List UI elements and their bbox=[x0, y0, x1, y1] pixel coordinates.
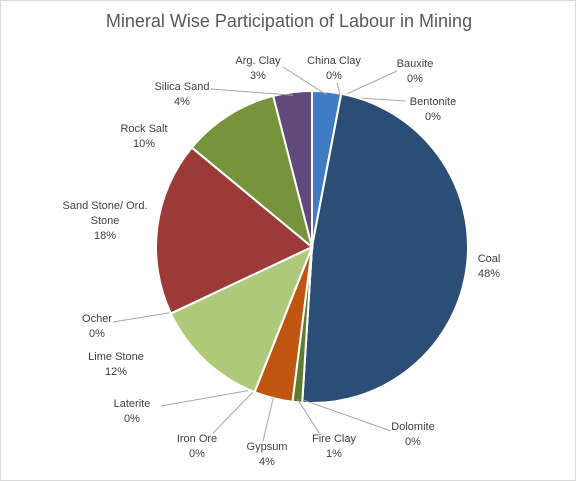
data-label: Ocher 0% bbox=[72, 312, 122, 342]
category-label: China Clay bbox=[307, 55, 361, 67]
data-label: Lime Stone 12% bbox=[81, 350, 151, 380]
data-label: Rock Salt 10% bbox=[109, 122, 179, 152]
value-label: 18% bbox=[93, 230, 117, 242]
leader-line bbox=[336, 82, 342, 97]
leader-line bbox=[210, 88, 293, 96]
category-label: Laterite bbox=[113, 398, 151, 410]
value-label: 0% bbox=[124, 413, 140, 425]
data-label: Bentonite 0% bbox=[398, 95, 468, 125]
value-label: 12% bbox=[104, 366, 128, 378]
value-label: 10% bbox=[132, 138, 156, 150]
value-label: 1% bbox=[326, 448, 342, 460]
data-label: Bauxite 0% bbox=[385, 57, 445, 87]
value-label: 4% bbox=[174, 96, 190, 108]
data-label: Sand Stone/ Ord. Stone 18% bbox=[60, 199, 150, 244]
value-label: 3% bbox=[250, 70, 266, 82]
leader-line bbox=[302, 399, 392, 432]
value-label: 48% bbox=[477, 268, 501, 280]
leader-line bbox=[262, 395, 275, 442]
data-label: Iron Ore 0% bbox=[167, 432, 227, 462]
pie-slice bbox=[155, 146, 314, 315]
value-label: 0% bbox=[425, 111, 441, 123]
category-label: Rock Salt bbox=[120, 123, 168, 135]
category-label: Bentonite bbox=[409, 96, 457, 108]
category-label: Coal bbox=[477, 253, 501, 265]
data-label: Coal 48% bbox=[464, 252, 514, 282]
value-label: 0% bbox=[89, 328, 105, 340]
data-label: Dolomite 0% bbox=[383, 420, 443, 450]
chart-title: Mineral Wise Participation of Labour in … bbox=[105, 11, 473, 31]
category-label: Sand Stone/ Ord. Stone bbox=[62, 200, 148, 227]
data-label: Gypsum 4% bbox=[237, 440, 297, 470]
category-label: Bauxite bbox=[396, 58, 434, 70]
leader-line bbox=[112, 311, 174, 323]
pie-slice bbox=[301, 92, 469, 404]
value-label: 0% bbox=[407, 73, 423, 85]
data-label: Fire Clay 1% bbox=[304, 432, 364, 462]
category-label: Fire Clay bbox=[311, 433, 356, 445]
pie-slice bbox=[271, 89, 313, 248]
category-label: Lime Stone bbox=[88, 351, 144, 363]
value-label: 0% bbox=[326, 70, 342, 82]
leader-line bbox=[212, 388, 257, 434]
category-label: Dolomite bbox=[391, 421, 435, 433]
value-label: 0% bbox=[405, 436, 421, 448]
data-label: Laterite 0% bbox=[102, 397, 162, 427]
category-label: Ocher bbox=[82, 313, 112, 325]
category-label: Gypsum bbox=[246, 441, 288, 453]
category-label: Iron Ore bbox=[176, 433, 218, 445]
data-label: China Clay 0% bbox=[299, 54, 369, 84]
value-label: 4% bbox=[259, 456, 275, 468]
value-label: 0% bbox=[189, 448, 205, 460]
data-label: Arg. Clay 3% bbox=[223, 54, 293, 84]
leader-line bbox=[160, 388, 256, 407]
leader-line bbox=[297, 399, 320, 434]
pie-slice bbox=[169, 245, 314, 394]
leader-line bbox=[340, 70, 398, 98]
leader-line bbox=[282, 66, 327, 96]
category-label: Arg. Clay bbox=[235, 55, 281, 67]
data-label: Silica Sand 4% bbox=[147, 80, 217, 110]
category-label: Silica Sand bbox=[154, 81, 210, 93]
